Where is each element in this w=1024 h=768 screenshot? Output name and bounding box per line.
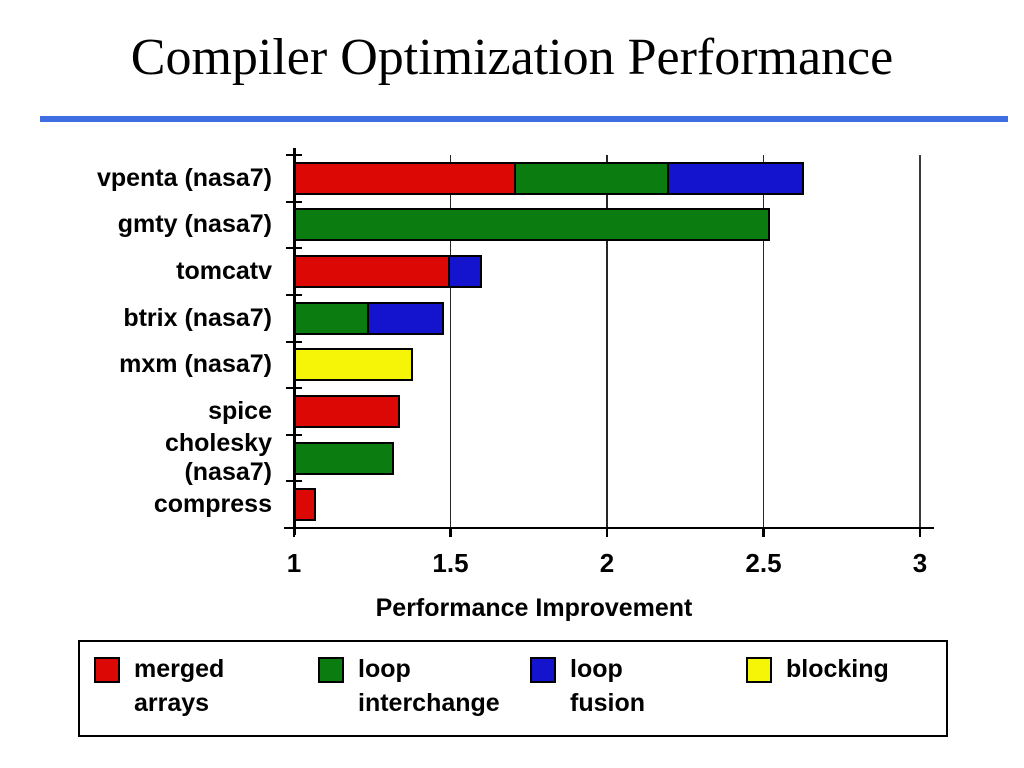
category-label: tomcatv — [176, 257, 272, 286]
x-axis-tick — [762, 529, 765, 537]
category-label: mxm (nasa7) — [119, 350, 272, 379]
legend: merged arrays loop interchange loop fusion… — [78, 640, 948, 737]
x-axis-tick-label: 3 — [912, 548, 928, 578]
x-axis-tick — [449, 529, 452, 537]
bar-segment-merged_arrays — [294, 394, 401, 428]
category-label: vpenta (nasa7) — [96, 163, 272, 192]
gridline — [606, 155, 608, 528]
category-axis-labels: vpenta (nasa7) gmty (nasa7) tomcatv btrix (… — [30, 155, 272, 528]
y-axis-line — [293, 148, 296, 535]
x-axis-line — [284, 526, 934, 529]
slide-title: Compiler Optimization Performance — [130, 29, 894, 86]
legend-swatch-merged_arrays-icon — [94, 657, 120, 683]
legend-swatch-loop_interchange-icon — [318, 657, 344, 683]
category-label: compress — [153, 490, 272, 519]
category-label: spice — [208, 396, 272, 425]
x-axis-tick — [292, 529, 296, 537]
legend-label: blocking — [786, 655, 889, 683]
gridline — [762, 155, 765, 528]
bar-segment-merged_arrays — [294, 488, 316, 522]
bar-segment-loop_interchange — [513, 161, 670, 195]
x-axis-tick-label: 1 — [286, 548, 302, 578]
bar-segment-loop_interchange — [294, 208, 770, 242]
legend-label: loop interchange — [358, 655, 500, 717]
category-label: cholesky (nasa7) — [164, 429, 272, 487]
category-label: gmty (nasa7) — [117, 210, 272, 239]
title-underline-rule — [40, 116, 1008, 122]
x-axis-tick — [918, 529, 922, 537]
x-axis-tick-label: 2 — [599, 548, 615, 578]
bar-segment-loop_interchange — [294, 441, 395, 475]
plot-area: 1 1.5 2 2.5 3 — [284, 148, 934, 578]
bar-segment-merged_arrays — [294, 161, 517, 195]
x-axis-tick — [605, 529, 609, 537]
gridline — [918, 155, 922, 528]
legend-label: loop fusion — [570, 655, 645, 717]
legend-label: merged arrays — [134, 655, 225, 717]
bar-segment-merged_arrays — [294, 255, 451, 289]
category-label: btrix (nasa7) — [123, 303, 272, 332]
x-axis-tick-label: 1.5 — [432, 548, 469, 578]
bar-segment-loop_interchange — [294, 301, 370, 335]
legend-swatch-loop_fusion-icon — [530, 657, 556, 683]
bar-segment-blocking — [294, 348, 413, 382]
x-axis-title: Performance Improvement — [375, 594, 693, 622]
bar-segment-loop_fusion — [366, 301, 445, 335]
bar-segment-loop_fusion — [448, 255, 482, 289]
x-axis-tick-label: 2.5 — [745, 548, 782, 578]
legend-swatch-blocking-icon — [746, 657, 772, 683]
gridline — [449, 155, 452, 528]
bar-segment-loop_fusion — [667, 161, 805, 195]
